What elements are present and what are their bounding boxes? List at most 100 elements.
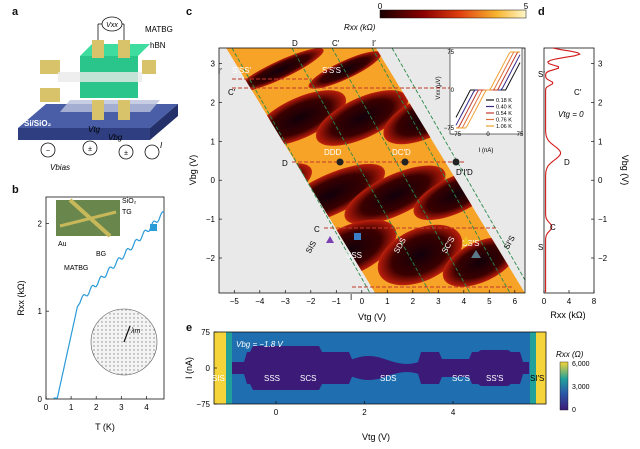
c-green-diagonal-0 [291,47,431,294]
e-region-ss's: SS′S [486,374,504,383]
panel-e-plot: 0 2 4 75 0 −75 Vbg = −1.8 V SIS SSS SCS SDS S… [184,328,590,442]
e-ylabel: I (nA) [184,357,194,379]
panel-e-label: e [186,322,193,334]
inset-sio2-label: SiO₂ [122,198,137,205]
c-line-label-cprime: C′ [228,88,236,97]
c-xtick-0: −5 [230,297,240,306]
c-colorbar-tick-min: 0 [378,2,383,11]
voltmeter-icon [101,16,123,32]
c-region-ss's: SS′S [462,239,480,248]
c-dot-d'i'd [452,158,460,166]
d-marker-s: S [538,243,543,252]
c-resistance-blob-10 [377,224,463,286]
c-top-label-cprime: C′ [332,39,340,48]
c-inset-ytick-0: 75 [447,50,454,56]
c-line-label-c: C [314,225,320,234]
rt-curve [53,211,165,399]
d-ytick-5: −2 [598,254,608,263]
c-ytick-5: −2 [206,254,216,263]
d-ytick-4: −1 [598,215,608,224]
c-xtick-2: −3 [281,297,291,306]
e-ytick-2: −75 [196,400,210,409]
b-xtick-3: 3 [119,403,124,412]
c-marker-yellow-triangle [462,236,470,244]
inset-bg-label: BG [96,251,106,258]
c-ytick-2: 1 [211,137,216,146]
d-ytick-0: 3 [598,60,603,69]
panel-d-label: d [538,6,545,18]
c-xtick-11: 6 [513,297,518,306]
inset-tg-label: TG [122,209,132,216]
b-ytick-0: 0 [38,395,43,404]
c-resistance-blob-7 [344,165,446,225]
e-region-sis: SIS [212,374,225,383]
c-inset-iv-curve-4 [456,51,520,129]
b-ytick-2: 2 [38,219,43,228]
d-xtick-2: 8 [592,297,597,306]
matbg-flake-top [80,44,150,56]
d-marker-cprime: C′ [574,88,582,97]
e-colorbar-tick-high: 6,000 [572,361,590,368]
substrate-label: Si/SiO₂ [24,119,52,128]
c-inset-ytick-1: 0 [451,88,455,94]
d-ylabel: Vbg (V) [620,155,630,186]
c-ytick-3: 0 [211,176,216,185]
vtg-label: Vtg [88,125,101,134]
contact-pad-left [40,60,60,74]
e-ytick-0: 75 [201,328,210,337]
c-xtick-5: 0 [360,297,365,306]
hbn-layer [60,100,160,112]
c-ytick-0: 3 [211,60,216,69]
c-green-diagonal-3 [231,47,371,294]
inset-matbg-label: MATBG [64,265,88,272]
d-rxx-curve [545,47,581,293]
svg-text:±: ± [88,146,92,153]
e-vbg-text: Vbg = −1.8 V [236,340,283,349]
d-marker-d: D [564,158,570,167]
d-ytick-2: 1 [598,137,603,146]
device-schematic: Vxx MATBG hBN Si/SiO₂ ~ Vbias ± Vtg ± Vb… [18,16,178,172]
c-xtick-9: 4 [462,297,467,306]
e-colorbar [559,361,569,411]
top-gate-strip [58,72,142,82]
e-region-sss: SSS [264,374,280,383]
ammeter-icon [144,144,160,160]
c-inset-legend-1: 0.40 K [496,105,512,111]
d-xlabel: Rxx (kΩ) [550,310,585,320]
b-xtick-4: 4 [144,403,149,412]
c-region-d'i'd: D′I′D [456,168,473,177]
c-inset-ylabel: Vxx (μV) [436,76,442,99]
contact-bottom-1 [92,100,104,120]
panel-b-xlabel: T (K) [95,422,115,432]
c-ytick-4: −1 [206,215,216,224]
c-xtick-6: 1 [385,297,390,306]
square-marker [150,224,157,231]
e-region-sds: SDS [380,374,396,383]
c-colorbar [379,9,527,19]
contact-top-1 [92,40,104,58]
c-dot-ddd [336,158,344,166]
svg-text:~: ~ [46,148,50,155]
lambda-label: λm [130,328,140,335]
e-xtick-0: 0 [274,408,279,417]
e-xtick-1: 2 [362,408,367,417]
contact-bottom-2 [118,100,130,120]
c-resistance-blob-1 [308,51,382,89]
panel-c-plot: 0 5 Rxx (kΩ) −5 −4 −3 −2 −1 0 1 2 3 4 5 6 3 2 1 0 −1 −2 I… [188,2,529,322]
vxx-label: Vxx [106,22,118,29]
e-colorbar-tick-mid: 3,000 [572,384,590,391]
c-region-s'ss': S′SS′ [232,66,252,75]
c-region-s's's: S′S′S [322,66,341,75]
c-inset-xtick-1: 0 [486,132,490,138]
c-ylabel: Vbg (V) [188,155,198,186]
current-label: I [160,141,163,150]
e-xtick-2: 4 [451,408,456,417]
panel-a-label: a [12,6,19,18]
c-frame [218,47,526,294]
panel-c-label: c [186,6,193,18]
d-xtick-1: 4 [567,297,572,306]
c-region-sss: SSS [346,251,362,260]
e-colorbar-tick-low: 0 [572,407,576,414]
bias-source-icon [40,142,56,158]
b-ytick-1: 1 [38,307,43,316]
